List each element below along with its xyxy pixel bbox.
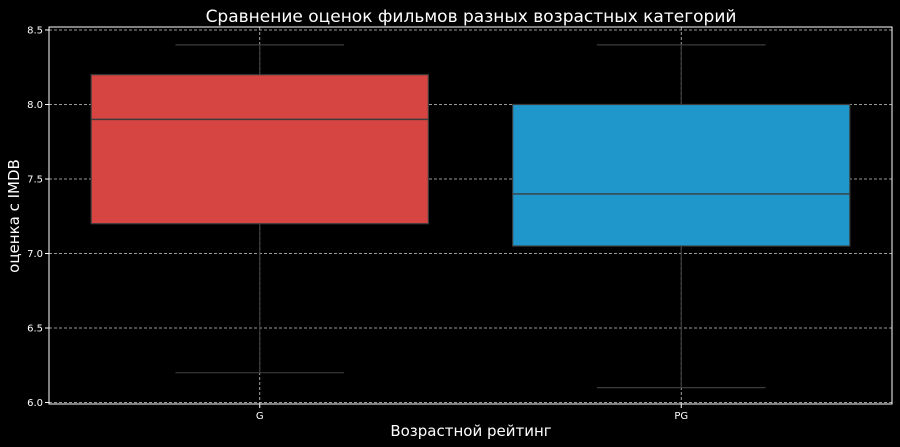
- y-tick-label: 8.0: [27, 100, 43, 111]
- box-g: [90, 44, 429, 374]
- x-tick-label: G: [256, 411, 264, 422]
- y-tick-label: 6.5: [27, 324, 43, 335]
- x-tick-label: PG: [674, 411, 688, 422]
- x-axis-title: Возрастной рейтинг: [390, 422, 551, 440]
- chart-title: Сравнение оценок фильмов разных возрастн…: [206, 7, 737, 27]
- y-axis-title: оценка с IMDB: [5, 159, 23, 273]
- y-tick-label: 7.5: [27, 174, 43, 185]
- axis-layer: 6.0 6.5 7.0 7.5 8.0 8.5 G PG: [27, 25, 688, 422]
- box-pg: [512, 44, 851, 389]
- y-tick-label: 7.0: [27, 249, 43, 260]
- plot-frame: [48, 26, 893, 405]
- y-tick-label: 8.5: [27, 25, 43, 36]
- box-layer: [90, 44, 851, 389]
- iqr-box: [90, 74, 429, 225]
- iqr-box: [512, 103, 851, 247]
- y-tick-label: 6.0: [27, 398, 43, 409]
